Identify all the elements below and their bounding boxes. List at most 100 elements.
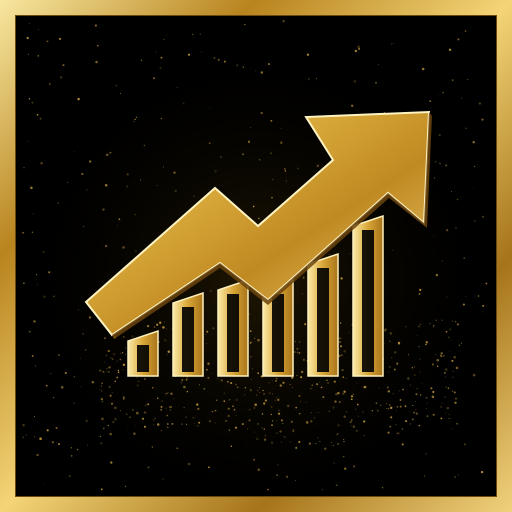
glitter-dot	[38, 29, 39, 30]
glitter-dot	[435, 354, 437, 356]
glitter-dot	[223, 392, 225, 394]
glitter-dot	[447, 387, 450, 390]
glitter-dot	[214, 170, 217, 173]
glitter-dot	[472, 188, 474, 190]
glitter-dot	[48, 271, 51, 274]
glitter-dot	[456, 323, 460, 326]
glitter-dot	[217, 58, 220, 61]
glitter-dot	[277, 412, 281, 415]
glitter-dot	[384, 328, 387, 331]
glitter-dot	[46, 429, 49, 432]
glitter-dot	[234, 426, 238, 429]
glitter-dot	[83, 225, 85, 228]
glitter-dot	[472, 373, 476, 377]
glitter-dot	[339, 401, 341, 403]
glitter-dot	[415, 393, 418, 396]
glitter-dot	[131, 408, 134, 411]
glitter-dot	[411, 367, 414, 369]
glitter-dot	[376, 409, 378, 411]
glitter-dot	[100, 398, 103, 401]
glitter-dot	[125, 353, 127, 355]
glitter-dot	[155, 51, 157, 53]
glitter-dot	[250, 378, 252, 381]
glitter-dot	[282, 422, 284, 424]
glitter-dot	[123, 336, 125, 338]
glitter-dot	[216, 399, 218, 401]
glitter-dot	[220, 156, 222, 158]
glitter-dot	[143, 378, 146, 380]
glitter-dot	[350, 425, 352, 427]
glitter-dot	[51, 441, 54, 444]
glitter-dot	[375, 402, 378, 404]
glitter-dot	[257, 468, 260, 471]
glitter-dot	[232, 405, 234, 407]
glitter-dot	[455, 321, 457, 323]
glitter-dot	[442, 91, 444, 94]
glitter-dot	[356, 403, 359, 406]
glitter-dot	[396, 433, 398, 434]
glitter-dot	[27, 53, 29, 55]
glitter-dot	[275, 380, 277, 382]
glitter-dot	[205, 343, 207, 345]
glitter-dot	[242, 66, 244, 68]
glitter-dot	[140, 59, 143, 62]
glitter-dot	[328, 253, 330, 256]
glitter-dot	[160, 429, 163, 432]
glitter-dot	[212, 327, 215, 330]
glitter-dot	[186, 390, 189, 393]
glitter-dot	[64, 371, 68, 375]
glitter-dot	[31, 354, 34, 357]
glitter-dot	[425, 453, 427, 455]
glitter-dot	[401, 428, 404, 430]
glitter-dot	[298, 351, 301, 354]
glitter-dot	[227, 407, 230, 410]
glitter-dot	[247, 428, 249, 430]
glitter-dot	[415, 412, 418, 415]
glitter-dot	[105, 354, 108, 357]
glitter-dot	[100, 488, 103, 491]
glitter-dot	[451, 359, 454, 362]
glitter-dot	[304, 323, 307, 326]
glitter-dot	[337, 433, 339, 435]
glitter-dot	[446, 296, 448, 298]
glitter-dot	[386, 386, 389, 389]
glitter-dot	[355, 408, 357, 410]
glitter-dot	[250, 355, 252, 358]
glitter-dot	[89, 160, 92, 163]
glitter-dot	[28, 23, 30, 25]
glitter-dot	[267, 488, 269, 491]
glitter-dot	[68, 475, 71, 478]
glitter-dot	[337, 424, 340, 427]
glitter-dot	[478, 102, 482, 105]
glitter-dot	[444, 368, 448, 371]
glitter-dot	[391, 357, 393, 359]
glitter-dot	[263, 402, 266, 405]
glitter-dot	[109, 394, 112, 397]
glitter-dot	[151, 446, 153, 448]
glitter-dot	[292, 428, 295, 432]
glitter-dot	[117, 369, 120, 372]
glitter-dot	[198, 384, 201, 386]
glitter-dot	[183, 406, 185, 408]
glitter-dot	[58, 37, 62, 41]
glitter-dot	[213, 56, 216, 59]
glitter-dot	[332, 444, 334, 447]
glitter-dot	[449, 356, 451, 357]
glitter-dot	[448, 413, 450, 415]
glitter-dot	[235, 398, 238, 402]
glitter-dot	[258, 217, 260, 220]
glitter-dot	[249, 389, 252, 392]
glitter-dot	[283, 435, 287, 439]
glitter-dot	[376, 409, 379, 412]
glitter-dot	[257, 389, 259, 391]
glitter-dot	[104, 337, 106, 339]
glitter-dot	[349, 420, 352, 424]
glitter-dot	[134, 424, 136, 426]
glitter-dot	[452, 370, 454, 372]
glitter-dot	[353, 80, 357, 83]
glitter-dot	[249, 388, 251, 390]
glitter-dot	[185, 423, 188, 426]
glitter-dot	[135, 116, 138, 118]
glitter-dot	[280, 441, 282, 443]
